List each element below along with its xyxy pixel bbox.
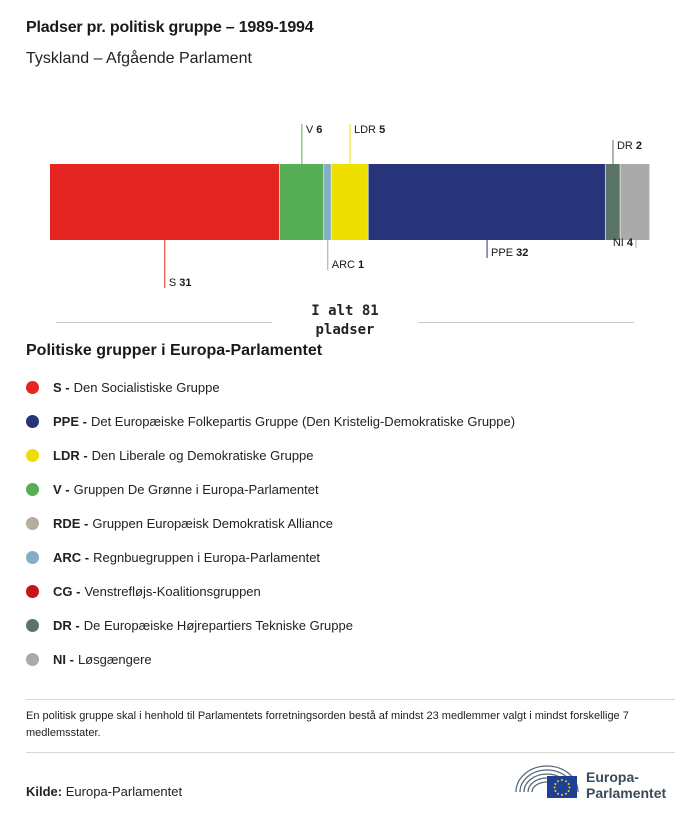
legend-item: NI - Løsgængere — [26, 642, 515, 676]
legend-item: RDE - Gruppen Europæisk Demokratisk Allia… — [26, 506, 515, 540]
data-label-v: V 6 — [306, 124, 323, 136]
bar-segment-arc — [324, 164, 331, 240]
legend-color-dot-icon — [26, 550, 39, 564]
legend-color-dot-icon — [26, 516, 39, 530]
legend-description: Regnbuegruppen i Europa-Parlamentet — [93, 549, 321, 565]
bar-segment-ldr — [331, 164, 368, 240]
legend-abbreviation: PPE - — [53, 413, 87, 429]
legend-abbreviation: DR - — [53, 617, 80, 633]
bar-segment-ni — [620, 164, 650, 240]
legend-item: DR - De Europæiske Højrepartiers Tekniske… — [26, 608, 515, 642]
legend-description: Den Socialistiske Gruppe — [73, 379, 220, 395]
divider-bottom — [26, 752, 675, 753]
legend-color-dot-icon — [26, 584, 39, 598]
data-label-ldr: LDR 5 — [354, 124, 385, 136]
data-label-ppe: PPE 32 — [491, 247, 528, 259]
legend-item: S - Den Socialistiske Gruppe — [26, 370, 515, 404]
divider-top — [26, 699, 675, 700]
divider-line-left — [56, 322, 272, 323]
stacked-seat-bar-chart: S 31 V 6 ARC 1 LDR 5 PPE 32 DR 2 NI 4 — [50, 124, 650, 289]
legend-color-dot-icon — [26, 380, 39, 394]
data-label-ni: NI 4 — [613, 237, 634, 249]
total-seats-divider: I alt 81 pladser — [56, 302, 634, 342]
bar-segment-dr — [605, 164, 620, 240]
legend-list: S - Den Socialistiske Gruppe PPE - Det Euro… — [26, 370, 515, 676]
legend-color-dot-icon — [26, 414, 39, 428]
legend-description: Det Europæiske Folkepartis Gruppe (Den K… — [90, 413, 516, 429]
legend-item: CG - Venstrefløjs-Koalitionsgruppen — [26, 574, 515, 608]
legend-description: Den Liberale og Demokratiske Gruppe — [91, 447, 314, 463]
legend-item: V - Gruppen De Grønne i Europa-Parlamente… — [26, 472, 515, 506]
chart-title: Pladser pr. politisk gruppe – 1989-1994 — [26, 19, 314, 36]
chart-subtitle: Tyskland – Afgående Parlament — [26, 50, 252, 67]
data-label-s: S 31 — [169, 277, 192, 289]
legend-item: ARC - Regnbuegruppen i Europa-Parlamentet — [26, 540, 515, 574]
logo-wordmark: Europa- Parlamentet — [586, 769, 666, 801]
legend-abbreviation: CG - — [53, 583, 81, 599]
legend-color-dot-icon — [26, 482, 39, 496]
legend-title: Politiske grupper i Europa-Parlamentet — [26, 342, 323, 359]
legend-abbreviation: S - — [53, 379, 70, 395]
bar-segment-ppe — [368, 164, 605, 240]
legend-abbreviation: ARC - — [53, 549, 90, 565]
legend-color-dot-icon — [26, 618, 39, 632]
logo-line1: Europa- — [586, 769, 639, 785]
legend-item: LDR - Den Liberale og Demokratiske Gruppe — [26, 438, 515, 472]
legend-item: PPE - Det Europæiske Folkepartis Gruppe (… — [26, 404, 515, 438]
total-seats-line2: pladser — [315, 322, 375, 338]
source-line: Kilde: Europa-Parlamentet — [26, 784, 182, 799]
legend-color-dot-icon — [26, 448, 39, 462]
legend-description: Venstrefløjs-Koalitionsgruppen — [84, 583, 261, 599]
data-label-dr: DR 2 — [617, 140, 642, 152]
legend-description: De Europæiske Højrepartiers Tekniske Gru… — [83, 617, 353, 633]
legend-description: Gruppen De Grønne i Europa-Parlamentet — [73, 481, 319, 497]
source-label: Kilde: — [26, 784, 63, 799]
legend-abbreviation: LDR - — [53, 447, 88, 463]
bar-segment-v — [279, 164, 324, 240]
footnote: En politisk gruppe skal i henhold til Pa… — [26, 710, 629, 739]
legend-color-dot-icon — [26, 652, 39, 666]
legend-description: Løsgængere — [77, 651, 152, 667]
european-parliament-logo: Europa- Parlamentet — [514, 762, 684, 802]
legend-description: Gruppen Europæisk Demokratisk Alliance — [92, 515, 333, 531]
legend-abbreviation: V - — [53, 481, 70, 497]
logo-line2: Parlamentet — [586, 785, 667, 801]
legend-abbreviation: RDE - — [53, 515, 89, 531]
legend-abbreviation: NI - — [53, 651, 74, 667]
bar-segment-s — [50, 164, 280, 240]
data-label-arc: ARC 1 — [332, 259, 364, 271]
european-parliament-hemicycle-icon — [515, 765, 579, 798]
total-seats-label: I alt 81 pladser — [272, 302, 418, 340]
total-seats-line1: I alt 81 — [311, 303, 379, 319]
source-value: Europa-Parlamentet — [65, 784, 183, 799]
divider-line-right — [418, 322, 634, 323]
